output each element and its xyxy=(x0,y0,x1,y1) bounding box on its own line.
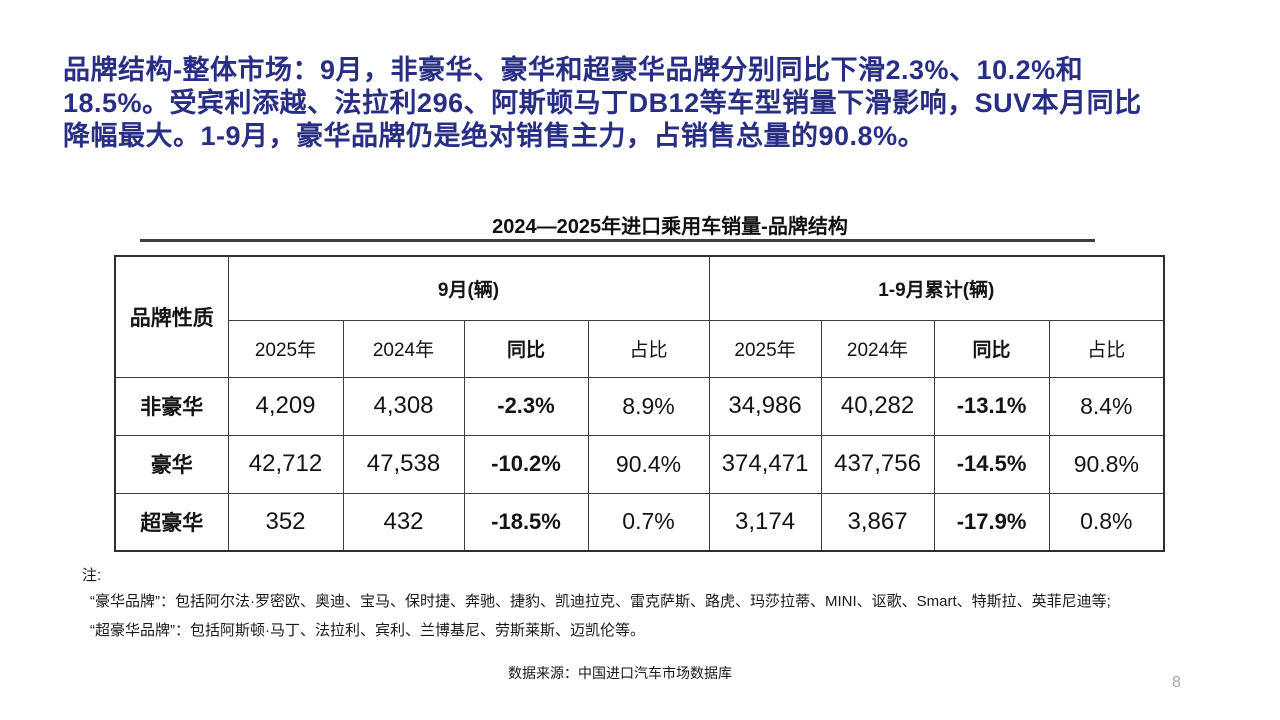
row-label: 超豪华 xyxy=(114,492,229,552)
brand-structure-table: 品牌性质 9月(辆) 1-9月累计(辆) 2025年 2024年 同比 占比 2… xyxy=(114,255,1166,552)
page-number: 8 xyxy=(1172,674,1181,691)
cell-sep-2024: 4,308 xyxy=(342,376,465,436)
cell-cum-2024: 437,756 xyxy=(820,434,935,494)
table-row-super-luxury: 超豪华 352 432 -18.5% 0.7% 3,174 3,867 -17.… xyxy=(114,492,1165,552)
subheader-cum-yoy: 同比 xyxy=(933,319,1050,378)
table-subheader-row: 2025年 2024年 同比 占比 2025年 2024年 同比 占比 xyxy=(115,319,1165,378)
headline-line-2: 18.5%。受宾利添越、法拉利296、阿斯顿马丁DB12等车型销量下滑影响，SU… xyxy=(63,88,1142,118)
cell-sep-share: 8.9% xyxy=(587,376,710,436)
group-header-september: 9月(辆) xyxy=(227,255,710,321)
subheader-cum-share: 占比 xyxy=(1048,319,1165,378)
cell-cum-yoy: -13.1% xyxy=(933,376,1050,436)
cell-sep-2024: 432 xyxy=(342,492,465,552)
subheader-sep-2024: 2024年 xyxy=(342,319,465,378)
cell-cum-2024: 40,282 xyxy=(820,376,935,436)
headline: 品牌结构-整体市场：9月，非豪华、豪华和超豪华品牌分别同比下滑2.3%、10.2… xyxy=(63,54,1142,153)
subheader-sep-2025: 2025年 xyxy=(227,319,344,378)
table-title: 2024—2025年进口乘用车销量-品牌结构 xyxy=(492,216,848,238)
cell-sep-2025: 352 xyxy=(227,492,344,552)
cell-sep-2024: 47,538 xyxy=(342,434,465,494)
row-label: 豪华 xyxy=(114,434,229,494)
subheader-sep-share: 占比 xyxy=(587,319,710,378)
data-source: 数据来源：中国进口汽车市场数据库 xyxy=(508,665,732,681)
cell-cum-share: 8.4% xyxy=(1048,376,1165,436)
cell-sep-2025: 4,209 xyxy=(227,376,344,436)
note-super-luxury-brands: “超豪华品牌”：包括阿斯顿·马丁、法拉利、宾利、兰博基尼、劳斯莱斯、迈凯伦等。 xyxy=(90,622,645,639)
cell-sep-yoy: -2.3% xyxy=(463,376,589,436)
cell-sep-share: 0.7% xyxy=(587,492,710,552)
table-row-non-luxury: 非豪华 4,209 4,308 -2.3% 8.9% 34,986 40,282… xyxy=(114,376,1165,436)
group-header-cumulative: 1-9月累计(辆) xyxy=(708,255,1165,321)
subheader-cum-2025: 2025年 xyxy=(708,319,822,378)
table-row-luxury: 豪华 42,712 47,538 -10.2% 90.4% 374,471 43… xyxy=(114,434,1165,494)
corner-header-brand-type: 品牌性质 xyxy=(114,255,229,378)
cell-cum-2025: 374,471 xyxy=(708,434,822,494)
cell-cum-share: 0.8% xyxy=(1048,492,1165,552)
cell-sep-yoy: -18.5% xyxy=(463,492,589,552)
cell-cum-yoy: -14.5% xyxy=(933,434,1050,494)
table-group-header-row: 品牌性质 9月(辆) 1-9月累计(辆) xyxy=(114,255,1165,378)
row-label: 非豪华 xyxy=(114,376,229,436)
cell-sep-yoy: -10.2% xyxy=(463,434,589,494)
cell-cum-2025: 34,986 xyxy=(708,376,822,436)
subheader-cum-2024: 2024年 xyxy=(820,319,935,378)
cell-cum-2025: 3,174 xyxy=(708,492,822,552)
cell-cum-2024: 3,867 xyxy=(820,492,935,552)
cell-sep-share: 90.4% xyxy=(587,434,710,494)
cell-sep-2025: 42,712 xyxy=(227,434,344,494)
headline-line-3: 降幅最大。1-9月，豪华品牌仍是绝对销售主力，占销售总量的90.8%。 xyxy=(63,121,926,151)
title-underline-rule xyxy=(140,239,1095,242)
cell-cum-yoy: -17.9% xyxy=(933,492,1050,552)
note-luxury-brands: “豪华品牌”：包括阿尔法·罗密欧、奥迪、宝马、保时捷、奔驰、捷豹、凯迪拉克、雷克… xyxy=(90,593,1111,610)
subheader-sep-yoy: 同比 xyxy=(463,319,589,378)
headline-line-1: 品牌结构-整体市场：9月，非豪华、豪华和超豪华品牌分别同比下滑2.3%、10.2… xyxy=(63,55,1084,85)
cell-cum-share: 90.8% xyxy=(1048,434,1165,494)
notes-label: 注: xyxy=(82,567,102,584)
